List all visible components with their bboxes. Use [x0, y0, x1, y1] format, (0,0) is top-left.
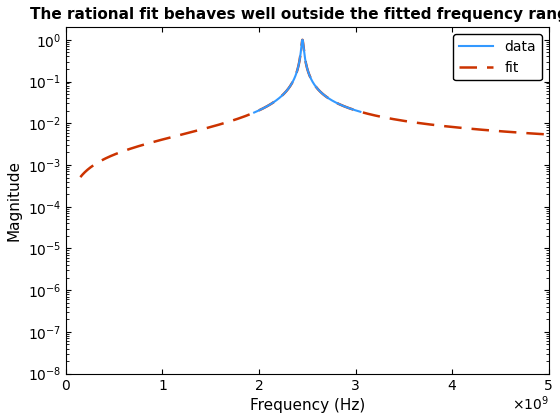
Legend: data, fit: data, fit: [453, 34, 542, 80]
Text: $\times10^9$: $\times10^9$: [512, 394, 549, 413]
fit: [299, 37, 306, 42]
data: [357, 109, 364, 114]
data: [251, 110, 258, 115]
fit: [545, 132, 552, 137]
fit: [246, 112, 253, 117]
fit: [354, 108, 361, 113]
Y-axis label: Magnitude: Magnitude: [7, 160, 22, 241]
fit: [449, 124, 456, 129]
data: [355, 109, 362, 114]
data: [296, 58, 303, 63]
data: [263, 104, 269, 109]
X-axis label: Frequency (Hz): Frequency (Hz): [250, 398, 365, 413]
Line: fit: fit: [80, 40, 549, 177]
Title: The rational fit behaves well outside the fitted frequency range.: The rational fit behaves well outside th…: [30, 7, 560, 22]
fit: [375, 113, 381, 118]
Line: data: data: [254, 40, 361, 113]
data: [269, 100, 276, 105]
data: [292, 75, 298, 80]
data: [343, 105, 350, 110]
fit: [100, 157, 107, 162]
fit: [77, 175, 83, 180]
fit: [424, 122, 431, 127]
data: [299, 37, 306, 42]
